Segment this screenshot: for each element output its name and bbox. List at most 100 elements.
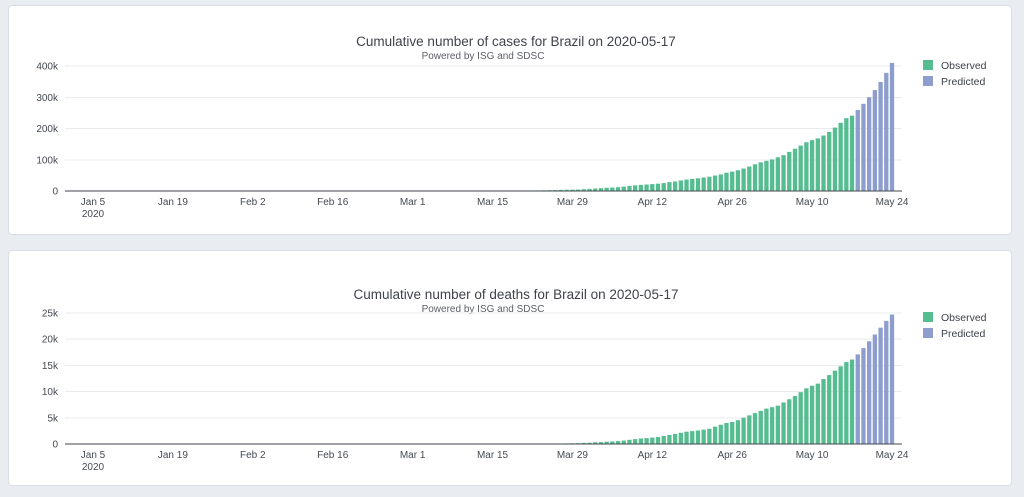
observed-bar [730, 171, 735, 191]
observed-bar [707, 176, 712, 191]
y-tick-label: 10k [42, 387, 59, 398]
observed-bar [770, 407, 775, 444]
legend-swatch-predicted [923, 76, 933, 86]
observed-bar [798, 145, 803, 191]
observed-bar [593, 188, 598, 191]
y-tick-label: 20k [42, 335, 59, 346]
observed-bar [615, 441, 621, 444]
observed-bar [712, 175, 718, 191]
deaths-chart-panel: Cumulative number of deaths for Brazil o… [8, 250, 1012, 486]
observed-bar [633, 185, 638, 191]
legend-item-observed[interactable]: Observed [923, 60, 987, 72]
y-tick-label: 25k [42, 309, 59, 320]
observed-bar [781, 402, 786, 444]
observed-bar [695, 178, 701, 191]
predicted-bar [872, 334, 878, 444]
observed-bar [684, 179, 689, 191]
x-tick-label: Mar 15 [477, 450, 509, 461]
x-tick-label: Feb 2 [240, 450, 266, 461]
observed-bar [672, 433, 678, 444]
legend-item-observed[interactable]: Observed [923, 312, 987, 324]
observed-bar [598, 188, 604, 191]
observed-bar [724, 422, 729, 444]
observed-bar [604, 441, 609, 444]
chart-svg: Cumulative number of cases for Brazil on… [36, 34, 987, 220]
legend-swatch-observed [923, 312, 933, 322]
observed-bar [815, 138, 820, 191]
deaths-chart[interactable]: Cumulative number of deaths for Brazil o… [9, 251, 1011, 485]
x-tick-label: Feb 16 [317, 450, 349, 461]
observed-bar [575, 189, 581, 191]
observed-bar [684, 431, 689, 444]
observed-bar [809, 140, 815, 191]
x-tick-label: May 10 [796, 197, 829, 208]
chart-title: Cumulative number of deaths for Brazil o… [354, 287, 679, 302]
legend-swatch-observed [923, 60, 933, 70]
x-tick-label: Mar 29 [557, 450, 589, 461]
observed-bar [804, 388, 809, 444]
predicted-bar [861, 103, 866, 191]
observed-bar [821, 135, 826, 191]
observed-bar [644, 438, 649, 444]
observed-bar [712, 426, 718, 444]
observed-bar [787, 399, 792, 444]
observed-bar [821, 379, 826, 444]
observed-bar [690, 178, 695, 191]
observed-bar [627, 439, 632, 444]
observed-bar [781, 155, 786, 191]
predicted-bar [889, 314, 895, 444]
observed-bar [838, 122, 843, 191]
observed-bar [730, 421, 735, 444]
x-tick-label: Jan 19 [158, 450, 188, 461]
observed-bar [752, 413, 758, 444]
chart-svg: Cumulative number of deaths for Brazil o… [42, 287, 987, 473]
observed-bar [827, 131, 832, 191]
x-tick-label: Apr 26 [717, 450, 747, 461]
observed-bar [593, 442, 598, 444]
observed-bar [764, 160, 769, 191]
x-tick-label: Feb 16 [317, 197, 349, 208]
x-tick-label: Jan 5 [81, 450, 106, 461]
legend-label: Predicted [941, 76, 986, 88]
observed-bar [678, 432, 683, 444]
observed-bar [621, 440, 626, 444]
observed-bar [792, 396, 798, 444]
observed-bar [792, 148, 798, 191]
observed-bar [661, 183, 666, 191]
legend-item-predicted[interactable]: Predicted [923, 76, 986, 88]
predicted-bar [855, 354, 860, 444]
y-tick-label: 200k [36, 124, 59, 135]
observed-bar [615, 187, 621, 191]
observed-bar [844, 118, 849, 191]
observed-bar [627, 185, 632, 191]
legend-label: Predicted [941, 328, 986, 340]
observed-bar [667, 182, 672, 191]
predicted-bar [861, 348, 866, 444]
observed-bar [764, 408, 769, 444]
y-tick-label: 300k [36, 93, 59, 104]
predicted-bar [884, 320, 889, 444]
observed-bar [741, 417, 746, 444]
cases-chart-panel: Cumulative number of cases for Brazil on… [8, 5, 1012, 235]
observed-bar [735, 170, 741, 191]
predicted-bar [878, 81, 883, 191]
observed-bar [701, 177, 706, 191]
predicted-bar [884, 72, 889, 192]
observed-bar [644, 184, 649, 191]
legend-label: Observed [941, 312, 987, 324]
x-tick-label: Mar 29 [557, 197, 589, 208]
observed-bar [604, 187, 609, 191]
cases-chart[interactable]: Cumulative number of cases for Brazil on… [9, 6, 1011, 234]
legend-label: Observed [941, 60, 987, 72]
observed-bar [678, 180, 683, 191]
x-tick-year-label: 2020 [82, 462, 105, 473]
observed-bar [650, 437, 655, 444]
observed-bar [758, 410, 763, 444]
observed-bar [798, 392, 803, 444]
predicted-bar [855, 110, 860, 191]
observed-bar [667, 434, 672, 444]
observed-bar [718, 174, 723, 191]
observed-bar [655, 437, 661, 444]
observed-bar [650, 184, 655, 191]
legend-item-predicted[interactable]: Predicted [923, 328, 986, 340]
